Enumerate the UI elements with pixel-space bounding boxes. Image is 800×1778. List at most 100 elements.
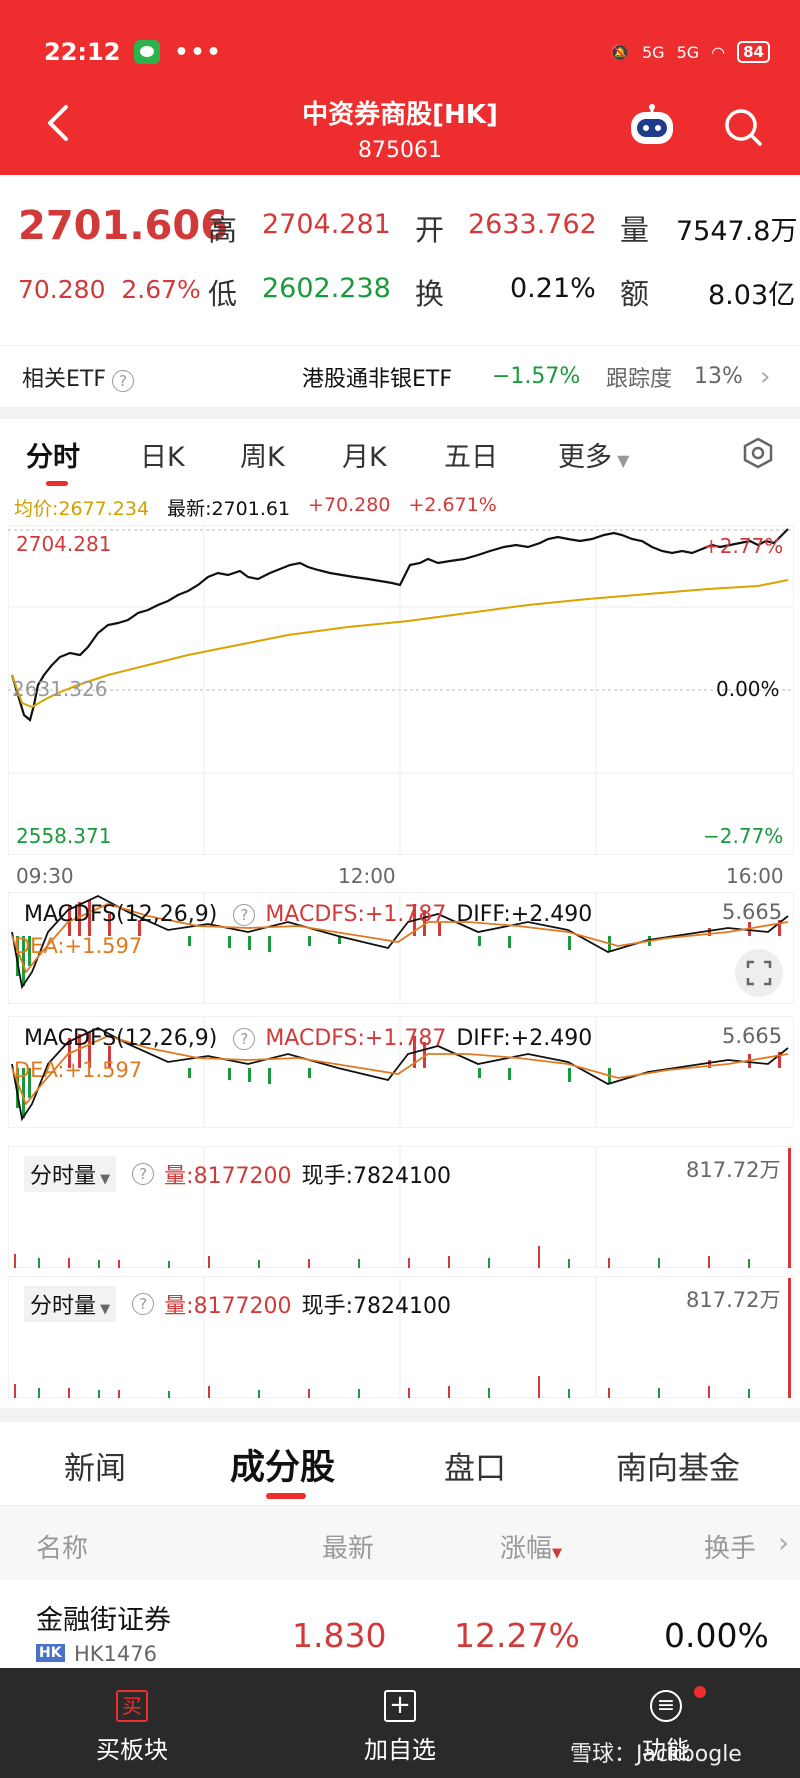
- high-value: 2704.281: [262, 209, 391, 240]
- volume-value-1: 量:8177200: [164, 1164, 292, 1189]
- battery-indicator: 84: [737, 41, 770, 63]
- col-change-label: 涨幅: [500, 1534, 553, 1564]
- chart-low: 2558.371: [16, 824, 112, 848]
- settings-hexagon-icon[interactable]: [742, 437, 774, 469]
- macd-chart-1[interactable]: [8, 892, 794, 1004]
- status-time: 22:12: [44, 38, 121, 66]
- open-value: 2633.762: [468, 209, 597, 240]
- macd-header-1: MACDFS(12,26,9) ? MACDFS:+1.787 DIFF:+2.…: [24, 902, 592, 927]
- tab-order-book[interactable]: 盘口: [444, 1451, 506, 1487]
- avg-price: 均价:2677.234: [14, 498, 150, 520]
- col-latest[interactable]: 最新: [322, 1534, 375, 1564]
- amount-label: 额: [620, 277, 650, 311]
- turnover-value: 0.21%: [510, 273, 596, 304]
- help-icon[interactable]: ?: [132, 1163, 155, 1185]
- signal-5g-1: 5G: [642, 42, 665, 62]
- stock-code: HK1476: [74, 1642, 158, 1666]
- macd-chart-2[interactable]: [8, 1016, 794, 1128]
- related-etf-row[interactable]: 相关ETF? 港股通非银ETF −1.57% 跟踪度 13% ›: [0, 345, 800, 407]
- signal-5g-2: 5G: [676, 42, 700, 62]
- tab-southbound-funds[interactable]: 南向基金: [616, 1451, 740, 1487]
- volume-label: 量: [620, 213, 650, 247]
- tab-more[interactable]: 更多 ▼: [558, 435, 629, 474]
- market-badge: HK: [36, 1644, 65, 1662]
- tab-constituents[interactable]: 成分股: [230, 1448, 336, 1488]
- section-divider: [0, 1408, 800, 1422]
- stock-change: 12.27%: [454, 1616, 580, 1655]
- volume-dropdown-1[interactable]: 分时量 ▼: [24, 1156, 117, 1192]
- tab-five-day[interactable]: 五日: [444, 442, 498, 473]
- tab-monthly[interactable]: 月K: [342, 442, 387, 473]
- add-watchlist-button[interactable]: + 加自选: [330, 1690, 470, 1765]
- help-icon[interactable]: ?: [132, 1293, 155, 1315]
- volume-max-1: 817.72万: [686, 1158, 781, 1182]
- change-value: 70.280: [18, 275, 106, 304]
- macd-label-2[interactable]: MACDFS(12,26,9): [24, 1026, 218, 1051]
- etf-name: 港股通非银ETF: [302, 366, 452, 392]
- chart-mid-pct: 0.00%: [716, 677, 780, 701]
- chart-high-pct: +2.77%: [703, 534, 784, 558]
- menu-icon: ≡: [650, 1690, 682, 1722]
- section-divider: [0, 407, 800, 419]
- current-lot-1: 现手:7824100: [301, 1164, 451, 1189]
- chart-prev-close: 2631.326: [12, 677, 108, 701]
- tab-intraday[interactable]: 分时: [26, 442, 80, 473]
- content-tabs: 新闻 成分股 盘口 南向基金: [0, 1425, 800, 1505]
- latest-price: 最新:2701.61: [167, 498, 291, 520]
- tab-news[interactable]: 新闻: [64, 1451, 126, 1487]
- volume-label-2: 分时量: [30, 1294, 97, 1319]
- header-bar: 22:12 ••• 🔕 5G 5G ◠ 84 中资券商股[HK] 875061: [0, 0, 800, 175]
- volume-label-1: 分时量: [30, 1164, 97, 1189]
- wifi-icon: ◠: [711, 42, 726, 62]
- etf-label-text: 相关ETF: [22, 366, 106, 392]
- col-turnover[interactable]: 换手: [704, 1534, 757, 1564]
- chevron-right-icon: ›: [778, 1526, 790, 1559]
- help-icon[interactable]: ?: [233, 1027, 256, 1050]
- current-price: 2701.606: [18, 203, 229, 249]
- buy-icon: 买: [116, 1690, 148, 1722]
- volume-value-2: 量:8177200: [164, 1294, 292, 1319]
- functions-button[interactable]: ≡ 功能: [596, 1686, 736, 1765]
- buy-sector-label: 买板块: [96, 1736, 168, 1764]
- chart-tabs: 分时 日K 周K 月K 五日 更多 ▼: [0, 419, 800, 489]
- back-arrow-icon[interactable]: [44, 104, 74, 142]
- quote-panel: 2701.606 70.280 2.67% 高 2704.281 开 2633.…: [0, 175, 800, 345]
- macd-header-2: MACDFS(12,26,9) ? MACDFS:+1.787 DIFF:+2.…: [24, 1026, 592, 1051]
- legend-percent: +2.671%: [408, 494, 497, 516]
- track-label: 跟踪度: [606, 366, 673, 392]
- macd-label-1[interactable]: MACDFS(12,26,9): [24, 902, 218, 927]
- buy-sector-button[interactable]: 买 买板块: [62, 1690, 202, 1765]
- add-watchlist-label: 加自选: [364, 1736, 436, 1764]
- mute-icon: 🔕: [610, 42, 630, 62]
- help-icon[interactable]: ?: [112, 369, 134, 392]
- expand-icon[interactable]: [734, 948, 784, 998]
- diff-value-1: DIFF:+2.490: [456, 902, 593, 927]
- diff-value-2: DIFF:+2.490: [456, 1026, 593, 1051]
- caret-down-icon: ▼: [612, 451, 630, 470]
- intraday-price-chart[interactable]: [8, 525, 794, 855]
- active-tab-indicator: [266, 1493, 306, 1499]
- table-row[interactable]: 金融街证券 HK HK1476 1.830 12.27% 0.00%: [0, 1580, 800, 1670]
- bottom-action-bar: 买 买板块 + 加自选 ≡ 功能 雪球：Jackbogle: [0, 1668, 800, 1778]
- etf-change: −1.57%: [492, 364, 581, 389]
- tab-daily[interactable]: 日K: [140, 442, 185, 473]
- dea-value-2: DEA:+1.597: [14, 1058, 143, 1082]
- col-name[interactable]: 名称: [36, 1534, 89, 1564]
- price-change: 70.280 2.67%: [18, 275, 201, 304]
- more-notifications-icon: •••: [174, 39, 223, 65]
- related-etf-label: 相关ETF?: [22, 361, 134, 393]
- chart-high: 2704.281: [16, 532, 112, 556]
- caret-down-icon: ▼: [96, 1172, 111, 1187]
- current-lot-2: 现手:7824100: [301, 1294, 451, 1319]
- volume-value: 7547.8万: [676, 216, 798, 247]
- robot-assistant-icon[interactable]: [628, 104, 676, 148]
- notification-dot: [694, 1686, 706, 1698]
- col-change[interactable]: 涨幅▼: [500, 1528, 562, 1565]
- volume-header-2: 分时量 ▼ ? 量:8177200 现手:7824100: [24, 1286, 451, 1322]
- tab-weekly[interactable]: 周K: [240, 442, 285, 473]
- help-icon[interactable]: ?: [233, 903, 256, 926]
- low-label: 低: [208, 277, 238, 311]
- table-header: 名称 最新 涨幅▼ 换手 ›: [0, 1505, 800, 1580]
- search-icon[interactable]: [722, 106, 764, 148]
- volume-dropdown-2[interactable]: 分时量 ▼: [24, 1286, 117, 1322]
